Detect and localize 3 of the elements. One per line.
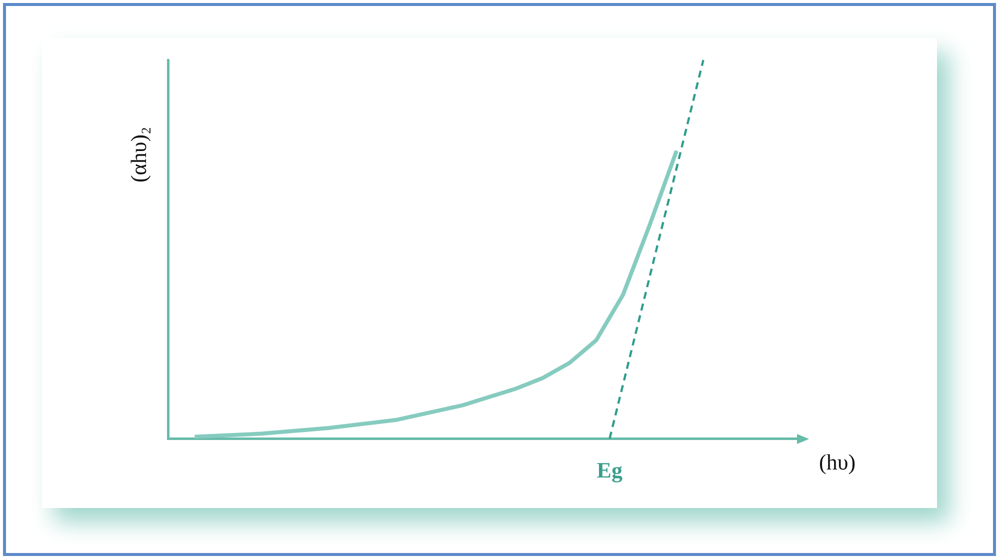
y-axis-title: (αhυ)₂: [126, 126, 151, 183]
x-axis-title: (hυ): [819, 449, 856, 474]
text: Eg: [596, 457, 622, 482]
